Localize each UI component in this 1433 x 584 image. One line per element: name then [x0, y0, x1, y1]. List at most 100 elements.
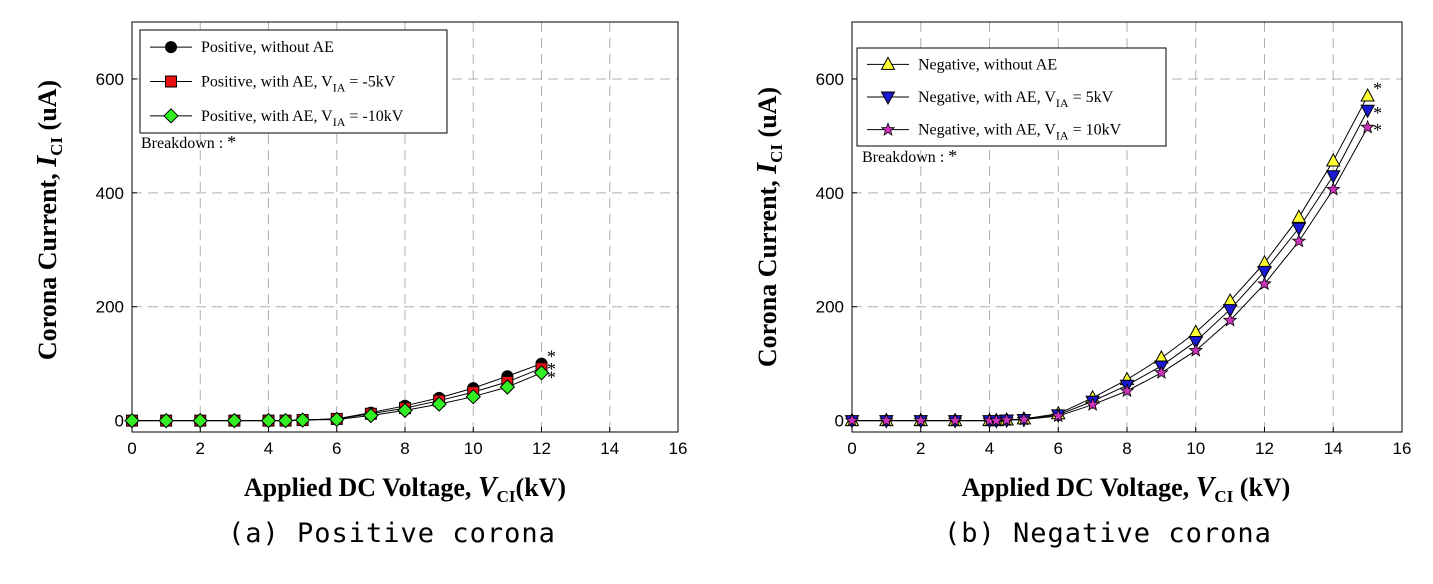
y-tick-label: 0: [115, 412, 124, 431]
x-tick-label: 14: [600, 439, 619, 458]
breakdown-star: *: [1373, 103, 1382, 123]
series-lines: [852, 95, 1369, 422]
y-ticks: 0 200 400 600: [816, 70, 857, 431]
x-tick-label: 14: [1324, 439, 1343, 458]
data-point: [1257, 276, 1272, 291]
y-tick-label: 200: [96, 298, 124, 317]
legend-marker: [880, 91, 896, 106]
chart-positive-corona: 0 2 4 6 8 10 12 14 16 0 200 400 600 *** Applied DC …: [32, 21, 687, 506]
data-point: [1188, 342, 1203, 357]
x-tick-label: 2: [196, 439, 205, 458]
legend: Positive, without AE Positive, with AE, V…: [139, 29, 448, 134]
breakdown-star: *: [547, 346, 556, 366]
data-point: [1291, 233, 1307, 248]
x-tick-label: 12: [1255, 439, 1274, 458]
data-point: [260, 412, 277, 429]
series-markers: [844, 87, 1375, 429]
data-point: [947, 413, 963, 427]
breakdown-stars: ***: [1373, 79, 1382, 141]
breakdown-annotation: Breakdown : *: [862, 146, 957, 166]
data-point: [1051, 408, 1066, 423]
x-tick-label: 16: [1393, 439, 1412, 458]
data-point: [879, 413, 894, 427]
x-tick-label: 0: [847, 439, 856, 458]
y-axis-title: Corona Current, ICI (uA): [752, 87, 786, 367]
x-axis-title: Applied DC Voltage, VCI (kV): [962, 472, 1291, 506]
series-line-3: [852, 127, 1369, 422]
breakdown-star: *: [1373, 79, 1382, 99]
y-tick-label: 400: [96, 184, 124, 203]
data-point: [913, 413, 928, 427]
x-tick-label: 10: [1186, 439, 1205, 458]
x-tick-label: 0: [127, 439, 136, 458]
caption-a: (a) Positive corona: [228, 518, 556, 549]
breakdown-stars: ***: [547, 346, 556, 387]
data-point: [431, 396, 447, 412]
y-tick-label: 600: [96, 70, 124, 89]
breakdown-label: Breakdown : *: [862, 146, 957, 166]
data-point: [1016, 411, 1032, 426]
data-point: [1360, 87, 1375, 102]
x-axis-title: Applied DC Voltage, VCI(kV): [244, 472, 566, 506]
x-tick-label: 4: [264, 439, 273, 458]
legend-marker: [163, 108, 179, 124]
data-point: [1360, 119, 1375, 134]
data-point: [1085, 397, 1100, 411]
data-point: [1326, 181, 1341, 196]
data-point: [1188, 335, 1204, 350]
data-point: [1291, 222, 1307, 237]
legend-entry: Positive, with AE, VIA = -10kV: [201, 108, 404, 129]
legend-marker: [165, 75, 177, 88]
data-point: [397, 402, 413, 419]
x-tick-label: 16: [669, 439, 688, 458]
data-point: [1325, 170, 1341, 184]
x-ticks: 0 2 4 6 8 10 12 14 16: [847, 427, 1411, 458]
legend-entry: Positive, with AE, VIA = -5kV: [201, 74, 396, 95]
y-tick-label: 400: [816, 184, 844, 203]
data-point: [999, 412, 1014, 427]
breakdown-label: Breakdown : *: [141, 132, 236, 152]
data-point: [1325, 152, 1341, 167]
data-point: [277, 412, 294, 429]
data-point: [533, 365, 550, 381]
legend-marker: [880, 56, 896, 70]
x-tick-label: 8: [1122, 439, 1131, 458]
legend-entry: Negative, with AE, VIA = 10kV: [918, 122, 1122, 143]
x-tick-label: 12: [532, 439, 551, 458]
data-point: [1360, 104, 1375, 119]
data-point: [363, 407, 379, 424]
x-tick-label: 6: [1054, 439, 1063, 458]
data-point: [465, 388, 481, 405]
x-tick-label: 6: [332, 439, 341, 458]
data-point: [499, 379, 516, 395]
data-point: [1291, 209, 1307, 223]
data-point: [124, 412, 140, 429]
breakdown-annotation: Breakdown : *: [141, 132, 236, 152]
breakdown-star: *: [547, 359, 556, 379]
breakdown-star: *: [547, 367, 556, 387]
legend-marker: [165, 41, 177, 54]
legend-marker: [880, 122, 896, 136]
y-tick-label: 0: [835, 412, 844, 431]
legend-entry: Negative, without AE: [918, 56, 1057, 73]
data-point: [192, 412, 208, 429]
data-point: [158, 412, 174, 429]
series-markers: [124, 357, 550, 429]
x-tick-label: 2: [916, 439, 925, 458]
y-axis-title: Corona Current, ICI (uA): [32, 80, 66, 360]
breakdown-star: *: [1373, 120, 1382, 140]
data-point: [1154, 365, 1169, 379]
data-point: [1188, 324, 1204, 338]
data-point: [294, 412, 311, 428]
data-point: [1119, 383, 1135, 398]
x-tick-label: 8: [400, 439, 409, 458]
data-point: [844, 413, 860, 427]
caption-b: (b) Negative corona: [944, 518, 1272, 549]
y-ticks: 0 200 400 600: [96, 70, 137, 431]
data-point: [226, 412, 243, 429]
legend-entry: Negative, with AE, VIA = 5kV: [918, 89, 1114, 110]
x-ticks: 0 2 4 6 8 10 12 14 16: [127, 427, 687, 458]
data-point: [1222, 312, 1238, 327]
data-point: [1222, 304, 1238, 318]
y-tick-label: 600: [816, 70, 844, 89]
